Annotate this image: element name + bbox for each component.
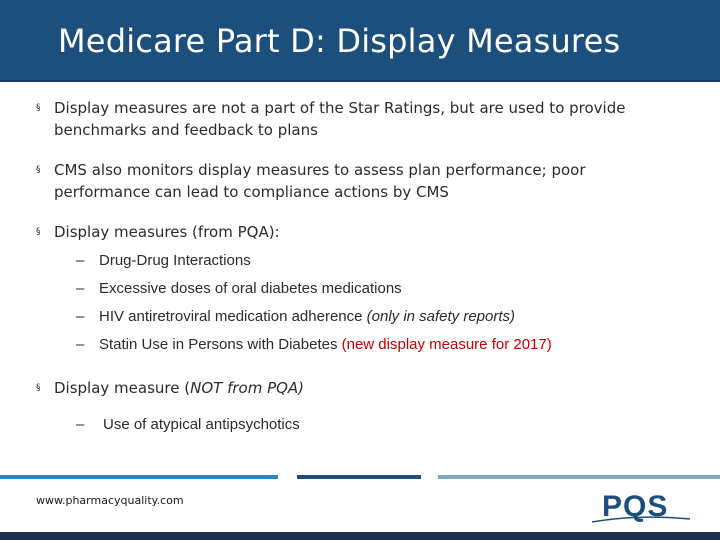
footer-divider-navy xyxy=(297,475,421,479)
dash-marker: – xyxy=(76,416,85,433)
bullet-2: § CMS also monitors display measures to … xyxy=(36,159,686,203)
bottom-bar xyxy=(0,532,720,540)
list-item: – Excessive doses of oral diabetes medic… xyxy=(36,275,686,303)
list-item: – Use of atypical antipsychotics xyxy=(36,411,686,439)
logo-swoosh xyxy=(591,516,691,523)
bullet-4: § Display measure (NOT from PQA) xyxy=(36,377,686,399)
pqs-logo: PQS xyxy=(591,490,691,523)
dash-marker: – xyxy=(76,308,85,325)
list-item-text: Drug-Drug Interactions xyxy=(99,252,251,269)
dash-marker: – xyxy=(76,336,85,353)
list-item: – HIV antiretroviral medication adherenc… xyxy=(36,303,686,331)
footer-url: www.pharmacyquality.com xyxy=(36,494,184,507)
footer-divider-blue xyxy=(0,475,278,479)
bullet-3: § Display measures (from PQA): xyxy=(36,221,686,243)
list-item-highlight: (new display measure for 2017) xyxy=(341,336,552,353)
list-item: – Drug-Drug Interactions xyxy=(36,247,686,275)
bullet-2-text: CMS also monitors display measures to as… xyxy=(54,161,586,201)
slide-content: § Display measures are not a part of the… xyxy=(36,97,686,439)
list-item-text: Statin Use in Persons with Diabetes xyxy=(99,336,342,353)
bullet-3-text: Display measures (from PQA): xyxy=(54,223,280,241)
list-item-text: HIV antiretroviral medication adherence xyxy=(99,308,367,325)
footer-divider-light xyxy=(438,475,720,479)
list-item-text: Use of atypical antipsychotics xyxy=(103,416,300,433)
list-item-text: Excessive doses of oral diabetes medicat… xyxy=(99,280,402,297)
bullet-4-emphasis: NOT from PQA) xyxy=(190,379,305,397)
slide-title: Medicare Part D: Display Measures xyxy=(58,22,621,60)
pqa-measure-list: – Drug-Drug Interactions – Excessive dos… xyxy=(36,247,686,359)
bullet-marker: § xyxy=(36,383,41,393)
bullet-marker: § xyxy=(36,227,41,237)
dash-marker: – xyxy=(76,280,85,297)
bullet-1-text: Display measures are not a part of the S… xyxy=(54,99,626,139)
list-item: – Statin Use in Persons with Diabetes (n… xyxy=(36,331,686,359)
list-item-note: (only in safety reports) xyxy=(366,308,516,325)
bullet-4-text: Display measure ( xyxy=(54,379,191,397)
bullet-marker: § xyxy=(36,165,41,175)
bullet-1: § Display measures are not a part of the… xyxy=(36,97,686,141)
bullet-marker: § xyxy=(36,103,41,113)
dash-marker: – xyxy=(76,252,85,269)
title-bar: Medicare Part D: Display Measures xyxy=(0,0,720,82)
